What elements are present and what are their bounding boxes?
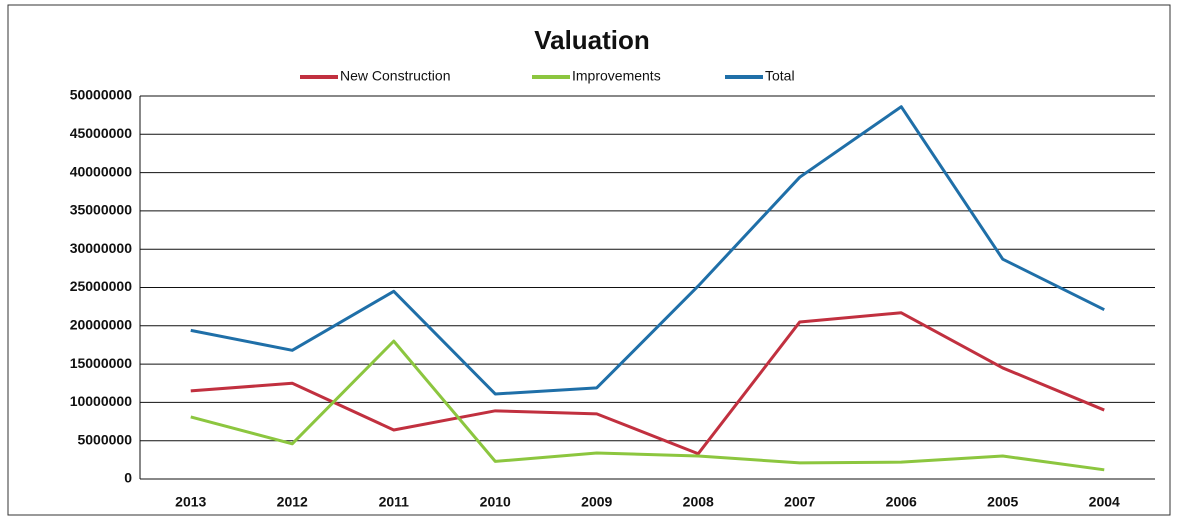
chart-frame xyxy=(7,4,1171,516)
y-tick-label: 45000000 xyxy=(70,125,133,141)
series-line xyxy=(190,311,1105,456)
x-tick-label: 2006 xyxy=(886,494,917,510)
x-tick-label: 2012 xyxy=(277,494,308,510)
x-tick-label: 2005 xyxy=(987,494,1018,510)
x-tick-label: 2009 xyxy=(581,494,612,510)
y-tick-label: 15000000 xyxy=(70,355,133,371)
x-tick-label: 2013 xyxy=(175,494,206,510)
x-tick-label: 2004 xyxy=(1089,494,1120,510)
y-tick-label: 20000000 xyxy=(70,317,133,333)
y-tick-label: 25000000 xyxy=(70,278,133,294)
legend-label: New Construction xyxy=(340,68,451,84)
y-tick-label: 30000000 xyxy=(70,240,133,256)
y-tick-label: 35000000 xyxy=(70,202,133,218)
legend-label: Total xyxy=(765,68,795,84)
series-line xyxy=(190,105,1105,396)
y-tick-label: 0 xyxy=(124,470,132,486)
x-tick-label: 2010 xyxy=(480,494,511,510)
legend-label: Improvements xyxy=(572,68,661,84)
x-tick-label: 2007 xyxy=(784,494,815,510)
y-tick-label: 50000000 xyxy=(70,87,133,103)
y-tick-label: 10000000 xyxy=(70,393,133,409)
x-tick-label: 2008 xyxy=(683,494,714,510)
y-tick-label: 5000000 xyxy=(77,431,132,447)
x-tick-label: 2011 xyxy=(379,494,410,510)
series-line xyxy=(190,339,1105,472)
chart-title: Valuation xyxy=(534,25,650,55)
y-tick-label: 40000000 xyxy=(70,163,133,179)
